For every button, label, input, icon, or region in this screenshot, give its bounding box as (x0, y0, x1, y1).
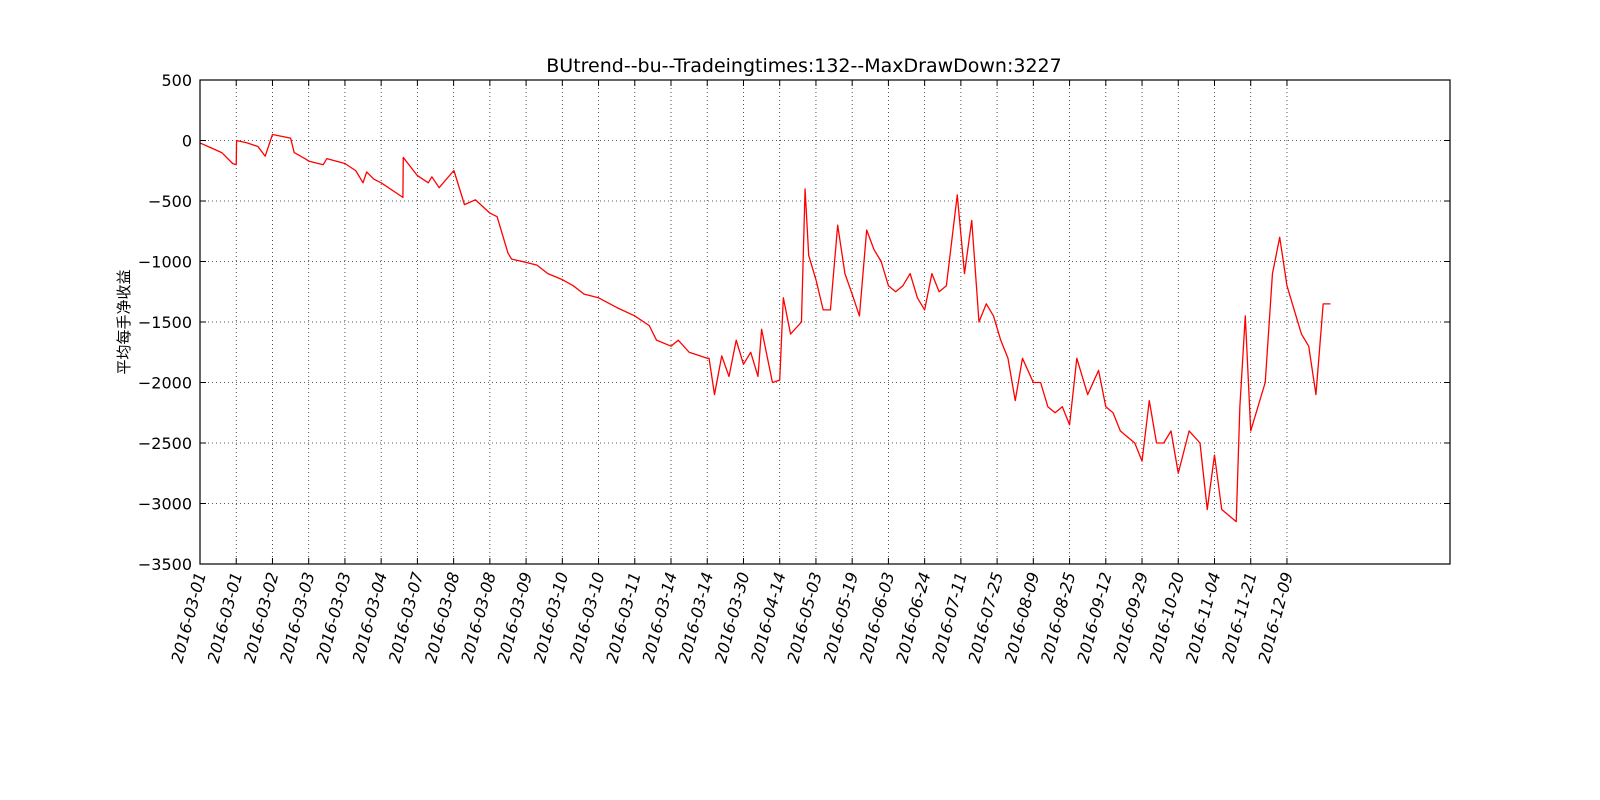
y-tick-label: −3500 (138, 555, 192, 574)
x-tick-label: 2016-03-10 (530, 570, 572, 665)
x-tick-label: 2016-03-11 (602, 570, 644, 665)
x-tick-label: 2016-03-08 (457, 570, 499, 665)
x-tick-label: 2016-07-11 (928, 570, 970, 665)
x-tick-label: 2016-08-25 (1037, 570, 1079, 665)
x-tick-label: 2016-05-19 (820, 570, 862, 665)
x-tick-label: 2016-03-02 (240, 570, 282, 665)
y-tick-labels: 500 0 −500 −1000 −1500 −2000 −2500 −3000 −3500 (138, 71, 192, 574)
x-tick-label: 2016-06-03 (856, 570, 898, 665)
x-tick-label: 2016-03-30 (711, 570, 753, 665)
tick-layer (199, 79, 1450, 565)
x-tick-label: 2016-11-04 (1182, 570, 1224, 665)
x-tick-label: 2016-03-09 (494, 570, 536, 665)
x-tick-label: 2016-07-25 (965, 570, 1007, 665)
y-tick-label: 0 (182, 132, 192, 151)
x-tick-label: 2016-11-21 (1218, 570, 1260, 665)
x-tick-label: 2016-03-04 (349, 570, 391, 665)
x-tick-label: 2016-09-29 (1109, 570, 1151, 665)
x-tick-label: 2016-04-14 (747, 570, 789, 665)
y-tick-label: −3000 (138, 495, 192, 514)
x-tick-label: 2016-09-12 (1073, 570, 1115, 665)
x-tick-label: 2016-03-01 (204, 570, 246, 665)
y-tick-label: −1500 (138, 313, 192, 332)
series-layer (199, 133, 1331, 523)
grid-layer (200, 80, 1450, 564)
x-tick-label: 2016-03-03 (312, 570, 354, 665)
y-axis-label: 平均每手净收益 (115, 269, 133, 374)
x-tick-label: 2016-10-20 (1146, 570, 1188, 665)
series-line (199, 133, 1331, 523)
x-tick-label: 2016-03-14 (675, 570, 717, 665)
y-tick-label: −1000 (138, 253, 192, 272)
y-tick-label: −2000 (138, 374, 192, 393)
x-tick-label: 2016-06-24 (892, 570, 934, 665)
x-tick-label: 2016-03-01 (167, 570, 209, 665)
x-tick-label: 2016-03-14 (638, 570, 680, 665)
x-tick-labels: 2016-03-012016-03-012016-03-022016-03-03… (167, 569, 1296, 665)
y-tick-label: 500 (161, 71, 192, 90)
x-tick-label: 2016-03-07 (385, 569, 428, 665)
chart-title: BUtrend--bu--Tradeingtimes:132--MaxDrawD… (546, 55, 1061, 77)
x-tick-label: 2016-03-08 (421, 570, 463, 665)
y-tick-label: −500 (148, 192, 192, 211)
x-tick-label: 2016-03-10 (566, 570, 608, 665)
y-tick-label: −2500 (138, 434, 192, 453)
x-tick-label: 2016-12-09 (1254, 570, 1296, 665)
x-tick-label: 2016-08-09 (1001, 570, 1043, 665)
x-tick-label: 2016-05-03 (783, 570, 825, 665)
x-tick-label: 2016-03-03 (276, 570, 318, 665)
